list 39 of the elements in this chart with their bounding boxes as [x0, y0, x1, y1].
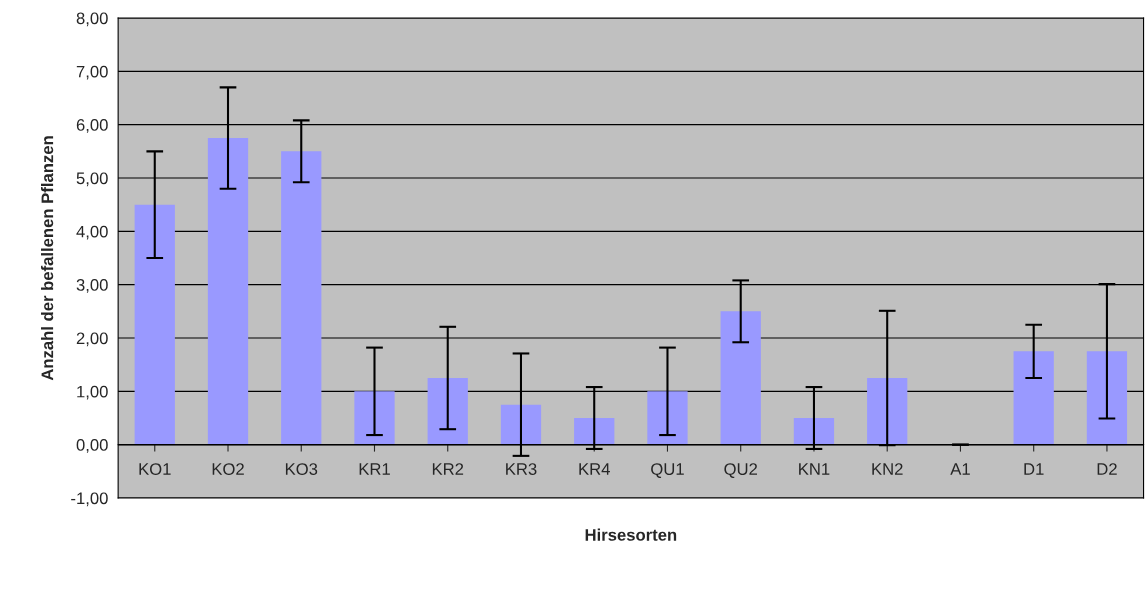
x-tick-label: KR3 — [506, 463, 537, 475]
bar — [134, 204, 175, 445]
y-tick-label: 0,00 — [76, 439, 108, 453]
y-axis-title: Anzahl der befallenen Pflanzen — [41, 136, 54, 381]
bar — [427, 378, 468, 445]
bar — [1086, 351, 1128, 445]
y-tick-label: -1,00 — [71, 492, 108, 507]
y-tick-label: 7,00 — [76, 65, 108, 80]
x-tick-label: KN2 — [872, 463, 903, 475]
bar — [500, 404, 542, 445]
x-tick-label: KO3 — [285, 463, 318, 475]
bar — [354, 391, 395, 445]
x-tick-label: KR2 — [432, 463, 464, 475]
x-tick-label: D1 — [1024, 463, 1044, 475]
x-tick-label: KN1 — [799, 463, 830, 475]
y-tick-label: 4,00 — [76, 225, 108, 240]
bar — [574, 418, 615, 445]
bar — [647, 391, 688, 445]
bar — [720, 311, 761, 445]
y-tick-label: 1,00 — [77, 385, 108, 400]
bar — [793, 418, 835, 445]
x-tick-label: D2 — [1097, 463, 1117, 475]
y-tick-label: 2,00 — [76, 332, 108, 347]
x-tick-label: KO2 — [212, 463, 244, 475]
x-tick-label: KR1 — [359, 463, 390, 475]
x-tick-label: QU1 — [651, 463, 684, 478]
x-tick-label: QU2 — [724, 463, 758, 478]
x-tick-label: A1 — [950, 463, 970, 475]
x-tick-label: KR4 — [579, 463, 610, 475]
bar — [1013, 351, 1054, 445]
y-tick-label: 8,00 — [76, 12, 108, 27]
y-tick-label: 3,00 — [76, 279, 108, 293]
bar — [207, 138, 249, 445]
bar — [867, 378, 908, 445]
x-tick-label: KO1 — [139, 463, 171, 475]
x-axis-title: Hirsesorten — [585, 528, 677, 541]
y-tick-label: 5,00 — [76, 172, 108, 187]
y-tick-label: 6,00 — [76, 119, 108, 133]
bar — [281, 151, 322, 445]
